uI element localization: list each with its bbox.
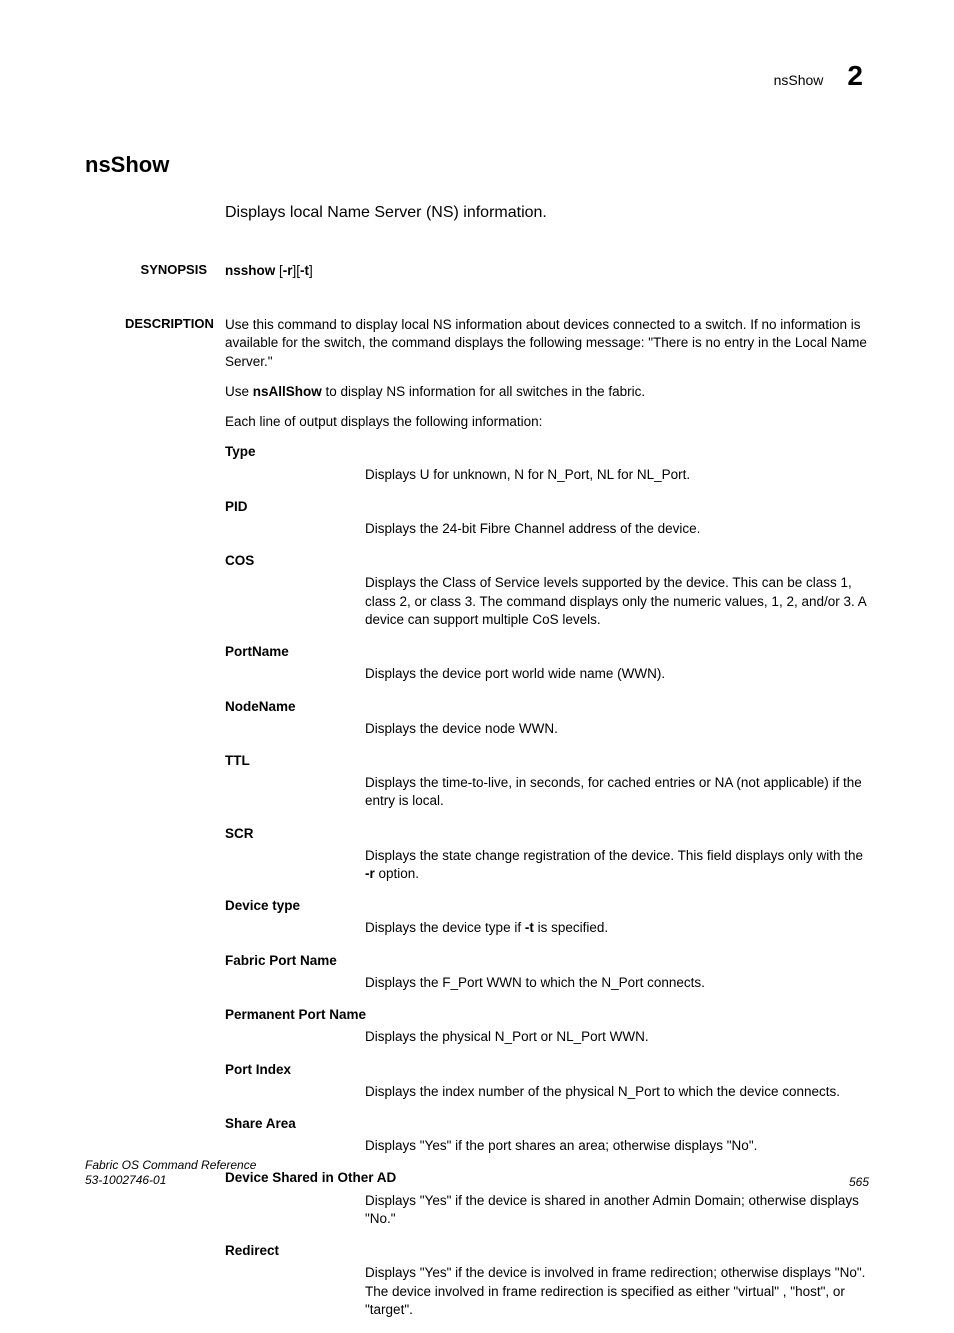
def-share: Share Area Displays "Yes" if the port sh… — [225, 1115, 869, 1155]
description-p1: Use this command to display local NS inf… — [225, 316, 869, 371]
def-desc-post: option. — [375, 866, 419, 881]
footer-page-num: 565 — [849, 1175, 869, 1189]
def-desc-opt: -t — [525, 920, 534, 935]
def-term: SCR — [225, 825, 869, 843]
footer-doc-title: Fabric OS Command Reference — [85, 1158, 256, 1174]
synopsis-opt-r: -r — [283, 263, 293, 278]
def-type: Type Displays U for unknown, N for N_Por… — [225, 443, 869, 483]
summary-text: Displays local Name Server (NS) informat… — [225, 204, 869, 222]
def-cos: COS Displays the Class of Service levels… — [225, 552, 869, 629]
def-desc-pre: Displays the device type if — [365, 920, 525, 935]
def-pid: PID Displays the 24-bit Fibre Channel ad… — [225, 498, 869, 538]
header-section-name: nsShow — [774, 72, 824, 88]
def-pidx: Port Index Displays the index number of … — [225, 1061, 869, 1101]
def-desc: Displays the device node WWN. — [225, 720, 869, 738]
def-desc-post: is specified. — [534, 920, 608, 935]
synopsis-content: nsshow [-r][-t] — [225, 262, 869, 280]
synopsis-bracket: ] — [309, 263, 313, 278]
description-p3: Each line of output displays the followi… — [225, 413, 869, 431]
def-term: NodeName — [225, 698, 869, 716]
def-term: Port Index — [225, 1061, 869, 1079]
def-desc: Displays the index number of the physica… — [225, 1083, 869, 1101]
def-term: Permanent Port Name — [225, 1006, 869, 1024]
def-desc: Displays the Class of Service levels sup… — [225, 574, 869, 629]
synopsis-command: nsshow — [225, 263, 275, 278]
def-ppn: Permanent Port Name Displays the physica… — [225, 1006, 869, 1046]
def-desc-pre: Displays the state change registration o… — [365, 848, 863, 863]
description-p2-pre: Use — [225, 384, 253, 399]
def-redirect: Redirect Displays "Yes" if the device is… — [225, 1242, 869, 1319]
def-term: COS — [225, 552, 869, 570]
def-nodename: NodeName Displays the device node WWN. — [225, 698, 869, 738]
def-term: Fabric Port Name — [225, 952, 869, 970]
header-chapter-number: 2 — [847, 60, 863, 92]
def-desc: Displays the state change registration o… — [225, 847, 869, 883]
footer-doc-id: 53-1002746-01 — [85, 1173, 256, 1189]
def-desc: Displays the 24-bit Fibre Channel addres… — [225, 520, 869, 538]
def-desc: Displays U for unknown, N for N_Port, NL… — [225, 466, 869, 484]
def-desc: Displays the device type if -t is specif… — [225, 919, 869, 937]
def-desc: Displays the F_Port WWN to which the N_P… — [225, 974, 869, 992]
def-desc-opt: -r — [365, 866, 375, 881]
def-term: Type — [225, 443, 869, 461]
def-scr: SCR Displays the state change registrati… — [225, 825, 869, 884]
synopsis-bracket: ][ — [293, 263, 301, 278]
synopsis-bracket: [ — [275, 263, 283, 278]
def-term: Device type — [225, 897, 869, 915]
synopsis-row: SYNOPSIS nsshow [-r][-t] — [225, 262, 869, 280]
def-term: TTL — [225, 752, 869, 770]
def-term: PortName — [225, 643, 869, 661]
description-p2-post: to display NS information for all switch… — [322, 384, 645, 399]
description-p2: Use nsAllShow to display NS information … — [225, 383, 869, 401]
page-footer: Fabric OS Command Reference 53-1002746-0… — [85, 1158, 869, 1189]
def-devtype: Device type Displays the device type if … — [225, 897, 869, 937]
footer-left: Fabric OS Command Reference 53-1002746-0… — [85, 1158, 256, 1189]
def-desc: Displays the time-to-live, in seconds, f… — [225, 774, 869, 810]
def-term: Redirect — [225, 1242, 869, 1260]
description-p2-cmd: nsAllShow — [253, 384, 322, 399]
def-ttl: TTL Displays the time-to-live, in second… — [225, 752, 869, 811]
def-desc: Displays "Yes" if the port shares an are… — [225, 1137, 869, 1155]
def-portname: PortName Displays the device port world … — [225, 643, 869, 683]
def-desc: Displays "Yes" if the device is shared i… — [225, 1192, 869, 1228]
synopsis-label: SYNOPSIS — [125, 262, 225, 280]
page: nsShow 2 nsShow Displays local Name Serv… — [0, 0, 954, 1235]
def-desc: Displays "Yes" if the device is involved… — [225, 1264, 869, 1319]
def-term: PID — [225, 498, 869, 516]
command-title: nsShow — [85, 152, 869, 178]
synopsis-opt-t: -t — [300, 263, 309, 278]
def-desc: Displays the device port world wide name… — [225, 665, 869, 683]
page-header: nsShow 2 — [85, 60, 869, 92]
def-fpn: Fabric Port Name Displays the F_Port WWN… — [225, 952, 869, 992]
def-term: Share Area — [225, 1115, 869, 1133]
def-desc: Displays the physical N_Port or NL_Port … — [225, 1028, 869, 1046]
